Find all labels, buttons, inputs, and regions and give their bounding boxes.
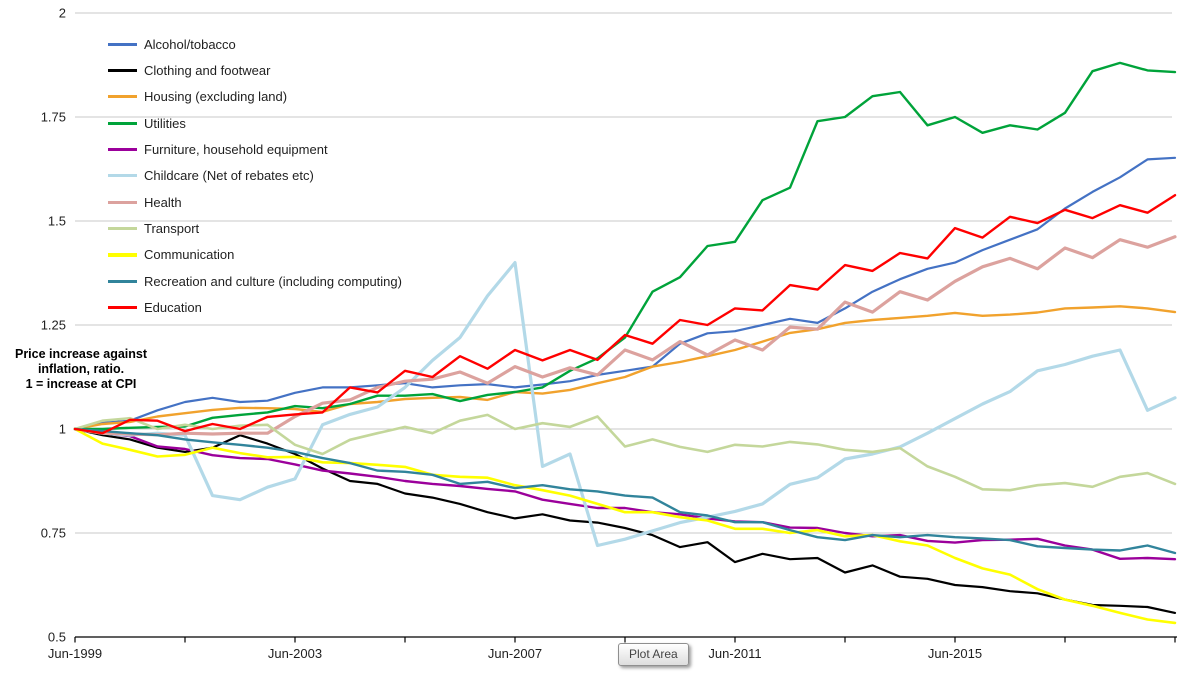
series-line-childcare-net-of-rebates-etc[interactable] (73, 261, 1177, 548)
series-line-health[interactable] (73, 235, 1177, 437)
legend-swatch-education (108, 306, 137, 310)
legend-label: Childcare (Net of rebates etc) (144, 168, 314, 184)
series-line-education[interactable] (73, 193, 1177, 435)
y-axis-label: 0.75 (41, 526, 66, 541)
legend-swatch-clothing-and-footwear (108, 68, 137, 73)
series-line-housing-excluding-land[interactable] (73, 305, 1177, 431)
x-axis-label: Jun-2011 (708, 646, 761, 661)
legend-swatch-recreation-and-culture-including-computing (108, 279, 137, 283)
series-line-alcohol-tobacco[interactable] (73, 156, 1177, 431)
series-line-utilities[interactable] (73, 61, 1177, 431)
legend-label: Education (144, 300, 202, 316)
x-axis-label: Jun-2003 (268, 646, 322, 661)
legend-label: Transport (144, 221, 200, 237)
legend-swatch-housing-excluding-land (108, 95, 137, 99)
y-axis-label: 1.75 (41, 110, 66, 125)
series-line-recreation-and-culture-including-computing[interactable] (73, 427, 1177, 555)
y-axis-note-line: Price increase against (14, 347, 148, 361)
legend-label: Housing (excluding land) (144, 89, 288, 105)
y-axis-label: 1 (59, 422, 66, 437)
y-axis-label: 1.5 (48, 214, 66, 229)
series-line-communication[interactable] (73, 427, 1177, 625)
x-axis-label: Jun-1999 (48, 646, 102, 661)
legend-item-housing-excluding-land[interactable]: Housing (excluding land) (108, 84, 402, 110)
legend-swatch-alcohol-tobacco (108, 42, 137, 46)
legend-label: Utilities (144, 115, 186, 131)
legend-item-childcare-net-of-rebates-etc[interactable]: Childcare (Net of rebates etc) (108, 163, 402, 189)
legend-swatch-transport (108, 226, 137, 231)
y-axis-label: 2 (59, 6, 66, 21)
y-axis-label: 0.5 (48, 630, 66, 645)
y-axis-note-line: 1 = increase at CPI (25, 376, 137, 391)
legend-item-communication[interactable]: Communication (108, 242, 402, 268)
legend-swatch-childcare-net-of-rebates-etc (108, 174, 137, 178)
legend-label: Alcohol/tobacco (144, 36, 236, 52)
legend-item-utilities[interactable]: Utilities (108, 110, 402, 136)
legend: Alcohol/tobacco Clothing and footwear Hous… (108, 31, 402, 321)
series-line-transport[interactable] (73, 413, 1177, 492)
legend-item-transport[interactable]: Transport (108, 215, 402, 241)
y-axis-note-line: inflation, ratio. (37, 361, 125, 376)
y-axis-note: Price increase against inflation, ratio.… (0, 347, 162, 391)
legend-label: Recreation and culture (including comput… (144, 273, 402, 289)
legend-item-clothing-and-footwear[interactable]: Clothing and footwear (108, 57, 402, 83)
legend-label: Clothing and footwear (144, 63, 271, 79)
legend-label: Furniture, household equipment (144, 142, 328, 158)
series-line-clothing-and-footwear[interactable] (73, 427, 1177, 615)
x-axis-label: Jun-2015 (928, 646, 982, 661)
plot-area-tooltip: Plot Area (618, 643, 689, 666)
legend-label: Health (144, 194, 182, 210)
y-axis-label: 1.25 (41, 318, 66, 333)
legend-item-health[interactable]: Health (108, 189, 402, 215)
legend-item-recreation-and-culture-including-computing[interactable]: Recreation and culture (including comput… (108, 268, 402, 294)
legend-item-furniture-household-equipment[interactable]: Furniture, household equipment (108, 136, 402, 162)
legend-swatch-utilities (108, 121, 137, 125)
legend-label: Communication (144, 247, 235, 263)
legend-swatch-communication (108, 253, 137, 257)
x-axis-label: Jun-2007 (488, 646, 542, 661)
legend-swatch-furniture-household-equipment (108, 147, 137, 152)
legend-item-education[interactable]: Education (108, 294, 402, 320)
legend-item-alcohol-tobacco[interactable]: Alcohol/tobacco (108, 31, 402, 57)
legend-swatch-health (108, 200, 137, 204)
